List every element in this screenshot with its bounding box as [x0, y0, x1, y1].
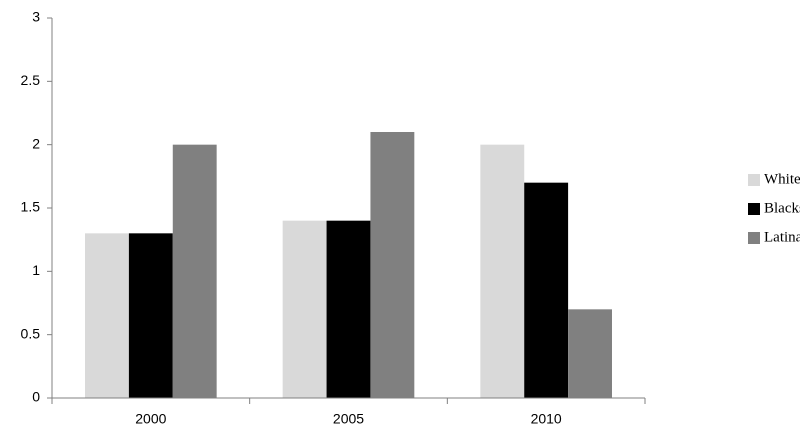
- bar: [326, 220, 371, 398]
- y-tick-label: 0: [32, 389, 40, 405]
- bar: [524, 182, 569, 398]
- legend-label: Whites, time ns: [764, 171, 800, 187]
- bar: [85, 233, 129, 398]
- x-tick-label: 2010: [531, 411, 562, 427]
- legend-label: Latinas, time ns: [764, 229, 800, 245]
- y-tick-label: 1: [32, 262, 40, 278]
- x-tick-label: 2000: [135, 411, 166, 427]
- legend-swatch: [748, 174, 760, 186]
- bar: [480, 144, 525, 398]
- y-tick-label: 0.5: [21, 325, 41, 341]
- legend-swatch: [748, 203, 760, 215]
- y-tick-label: 2: [32, 135, 40, 151]
- y-tick-label: 3: [32, 9, 40, 25]
- x-tick-label: 2005: [333, 411, 364, 427]
- legend-swatch: [748, 232, 760, 244]
- bar: [128, 233, 173, 398]
- bar: [568, 309, 612, 398]
- bar: [172, 144, 217, 398]
- bar: [370, 132, 415, 398]
- legend-label: Blacks, time ns: [764, 200, 800, 216]
- y-tick-label: 2.5: [21, 72, 41, 88]
- bar: [282, 220, 327, 398]
- y-tick-label: 1.5: [21, 199, 41, 215]
